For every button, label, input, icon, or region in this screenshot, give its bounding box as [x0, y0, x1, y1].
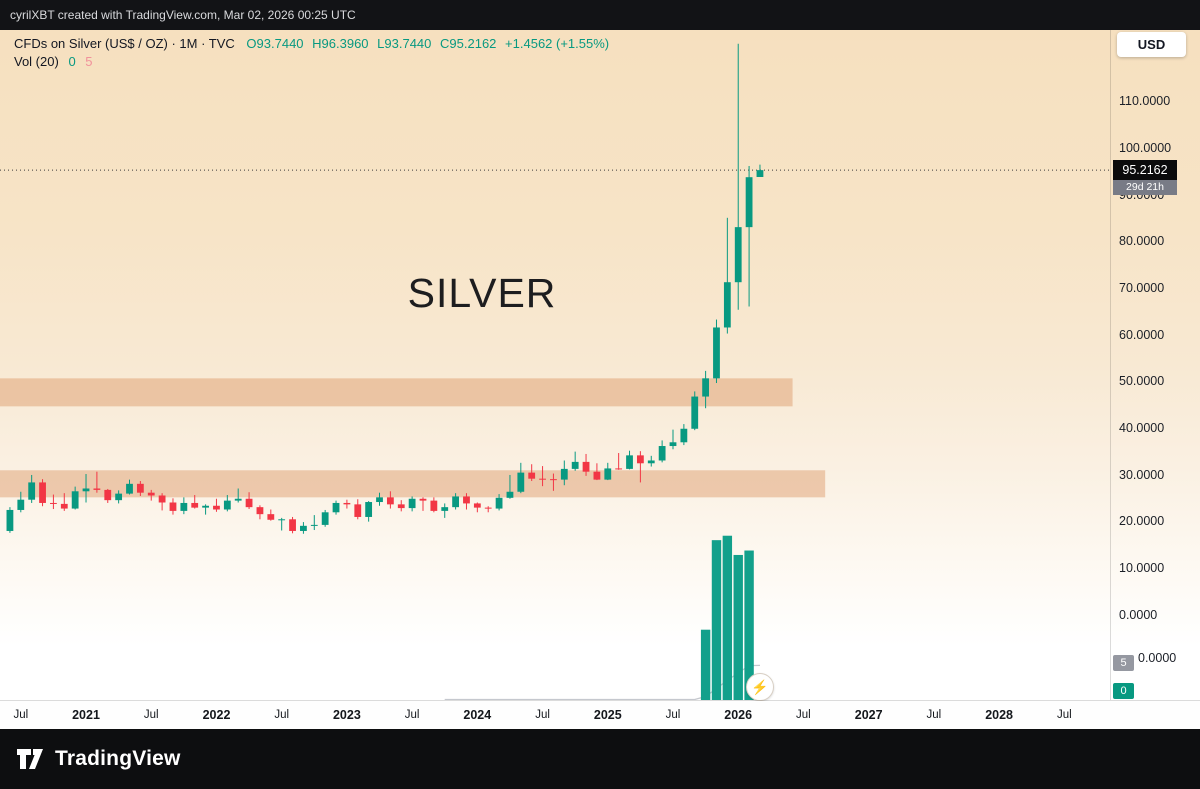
price-axis-label: 40.0000: [1119, 420, 1165, 435]
price-axis-label: 50.0000: [1119, 374, 1165, 389]
volume-value-badge: 0: [1113, 683, 1134, 699]
time-tick: 2022: [202, 708, 231, 722]
price-axis-label: 100.0000: [1119, 140, 1172, 155]
price-axis-extra-label: 0.0000: [1138, 651, 1177, 665]
chart-area: SILVER CFDs on Silver (US$ / OZ) · 1M · …: [0, 30, 1200, 701]
time-tick: Jul: [143, 709, 159, 721]
price-axis-label: 10.0000: [1119, 560, 1165, 575]
time-tick: Jul: [1056, 709, 1072, 721]
last-price-badge: 95.2162 29d 21h: [1113, 160, 1177, 195]
attribution-text: cyrilXBT created with TradingView.com, M…: [10, 8, 356, 22]
tradingview-logo[interactable]: [16, 746, 46, 772]
legend: CFDs on Silver (US$ / OZ) · 1M · TVC O93…: [14, 36, 609, 72]
price-axis-label: 80.0000: [1119, 234, 1165, 249]
price-axis-label: 70.0000: [1119, 280, 1165, 295]
candles-layer: [6, 43, 764, 534]
time-tick: Jul: [535, 709, 550, 721]
time-tick: Jul: [404, 709, 420, 721]
price-axis-label: 0.0000: [1119, 607, 1158, 622]
legend-symbol-row: CFDs on Silver (US$ / OZ) · 1M · TVC O93…: [14, 36, 609, 51]
price-axis[interactable]: USD 110.0000100.000090.000080.000070.000…: [1110, 30, 1200, 700]
creator-avatar: ⚡: [746, 673, 774, 701]
time-tick: 2026: [724, 708, 753, 722]
lightning-icon: ⚡: [751, 678, 769, 695]
currency-toggle-button[interactable]: USD: [1117, 32, 1186, 57]
symbol-watermark: SILVER: [407, 270, 557, 316]
time-tick: 2027: [854, 708, 883, 722]
price-axis-label: 60.0000: [1119, 327, 1165, 342]
time-tick: 2021: [72, 708, 100, 722]
time-tick: Jul: [926, 709, 942, 721]
price-axis-label: 30.0000: [1119, 467, 1165, 482]
time-tick: Jul: [665, 709, 681, 721]
bar-countdown: 29d 21h: [1113, 180, 1177, 195]
volume-ma-value: 5: [85, 54, 93, 69]
time-tick: 2028: [985, 708, 1013, 722]
chart-canvas[interactable]: [0, 30, 1110, 700]
ohlc-high: H96.3960: [312, 36, 369, 51]
price-axis-separator: [1110, 30, 1111, 700]
time-tick: 2025: [593, 708, 622, 722]
time-tick: Jul: [13, 709, 29, 721]
ohlc-low: L93.7440: [377, 36, 432, 51]
time-axis[interactable]: Jul 2021 Jul 2022 Jul 2023 Jul 2024 Jul 2025 Jul 20…: [0, 701, 1200, 729]
ohlc-close: C95.2162: [440, 36, 497, 51]
footer-bar: TradingView: [0, 729, 1200, 789]
change-value: +1.4562 (+1.55%): [505, 36, 610, 51]
ohlc-open: O93.7440: [246, 36, 304, 51]
price-axis-label: 20.0000: [1119, 514, 1165, 529]
time-tick: 2024: [463, 708, 492, 722]
top-attribution-bar: cyrilXBT created with TradingView.com, M…: [0, 0, 1200, 30]
price-axis-label: 110.0000: [1119, 94, 1171, 109]
time-tick: Jul: [274, 709, 290, 721]
volume-indicator-label[interactable]: Vol (20): [14, 54, 59, 69]
footer-brand[interactable]: TradingView: [55, 747, 181, 770]
time-tick: 2023: [332, 708, 361, 722]
time-axis-separator: [0, 700, 1200, 701]
volume-ma-badge: 5: [1113, 655, 1134, 671]
volume-current-value: 0: [68, 54, 76, 69]
symbol-title[interactable]: CFDs on Silver (US$ / OZ) · 1M · TVC: [14, 36, 235, 51]
supply-demand-zones: [0, 378, 826, 498]
legend-volume-row: Vol (20) 0 5: [14, 54, 609, 69]
last-price-value: 95.2162: [1113, 160, 1177, 180]
time-tick: Jul: [796, 709, 811, 721]
